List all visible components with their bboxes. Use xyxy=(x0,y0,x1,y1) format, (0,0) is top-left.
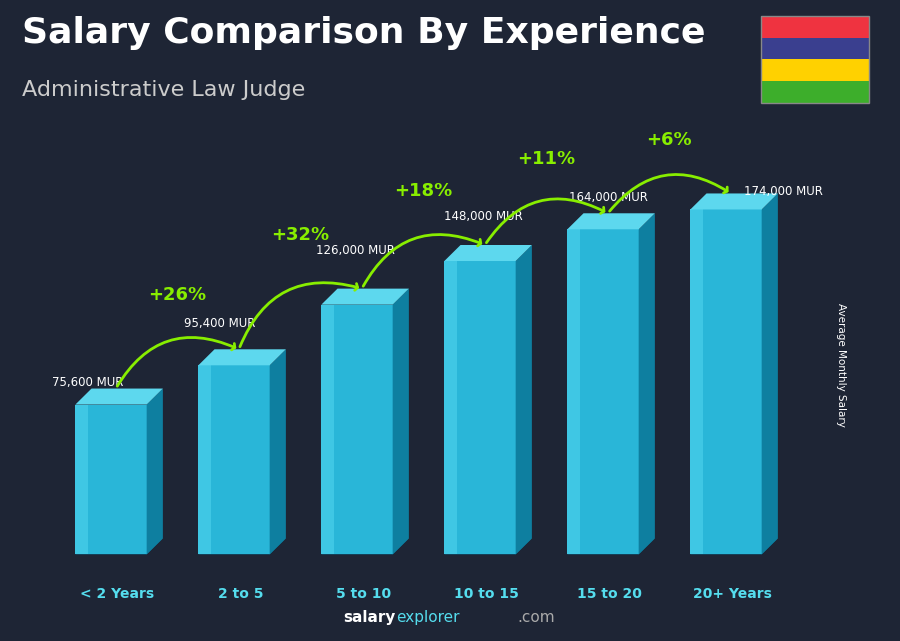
Polygon shape xyxy=(567,229,580,554)
Polygon shape xyxy=(567,213,655,229)
Polygon shape xyxy=(198,365,270,554)
Polygon shape xyxy=(198,538,286,554)
Polygon shape xyxy=(567,538,655,554)
Polygon shape xyxy=(690,538,778,554)
Bar xyxy=(760,60,868,81)
Text: < 2 Years: < 2 Years xyxy=(80,587,155,601)
Polygon shape xyxy=(445,245,532,261)
Text: +32%: +32% xyxy=(271,226,329,244)
Text: +6%: +6% xyxy=(646,131,692,149)
Text: explorer: explorer xyxy=(396,610,460,625)
Text: 5 to 10: 5 to 10 xyxy=(336,587,391,601)
Polygon shape xyxy=(690,210,703,554)
Text: Salary Comparison By Experience: Salary Comparison By Experience xyxy=(22,16,706,50)
Polygon shape xyxy=(639,213,655,554)
Polygon shape xyxy=(76,538,163,554)
Text: 126,000 MUR: 126,000 MUR xyxy=(317,244,395,256)
Text: 15 to 20: 15 to 20 xyxy=(577,587,642,601)
Polygon shape xyxy=(198,349,286,365)
Text: 20+ Years: 20+ Years xyxy=(693,587,772,601)
Text: 95,400 MUR: 95,400 MUR xyxy=(184,317,256,330)
Text: 174,000 MUR: 174,000 MUR xyxy=(744,185,823,198)
Text: 2 to 5: 2 to 5 xyxy=(218,587,263,601)
Text: Administrative Law Judge: Administrative Law Judge xyxy=(22,80,306,100)
Bar xyxy=(760,16,868,38)
Bar xyxy=(760,38,868,60)
Polygon shape xyxy=(76,404,147,554)
Text: +18%: +18% xyxy=(394,182,453,200)
Polygon shape xyxy=(321,288,409,304)
Text: +11%: +11% xyxy=(518,151,575,169)
Text: 10 to 15: 10 to 15 xyxy=(454,587,519,601)
Bar xyxy=(760,81,868,103)
Polygon shape xyxy=(76,404,88,554)
Polygon shape xyxy=(321,304,392,554)
Polygon shape xyxy=(270,349,286,554)
Polygon shape xyxy=(147,388,163,554)
Polygon shape xyxy=(445,538,532,554)
Bar xyxy=(760,16,868,103)
Polygon shape xyxy=(690,210,761,554)
Polygon shape xyxy=(445,261,516,554)
Text: +26%: +26% xyxy=(148,287,206,304)
Polygon shape xyxy=(690,194,778,210)
Polygon shape xyxy=(392,288,409,554)
Polygon shape xyxy=(567,229,639,554)
Text: .com: .com xyxy=(518,610,555,625)
Polygon shape xyxy=(445,261,457,554)
Text: 164,000 MUR: 164,000 MUR xyxy=(569,190,648,204)
Text: 75,600 MUR: 75,600 MUR xyxy=(52,376,124,388)
Polygon shape xyxy=(76,388,163,404)
Polygon shape xyxy=(516,245,532,554)
Polygon shape xyxy=(321,304,334,554)
Text: salary: salary xyxy=(344,610,396,625)
Polygon shape xyxy=(321,538,409,554)
Polygon shape xyxy=(761,194,778,554)
Text: Average Monthly Salary: Average Monthly Salary xyxy=(836,303,847,428)
Text: 148,000 MUR: 148,000 MUR xyxy=(444,210,523,222)
Polygon shape xyxy=(198,365,212,554)
